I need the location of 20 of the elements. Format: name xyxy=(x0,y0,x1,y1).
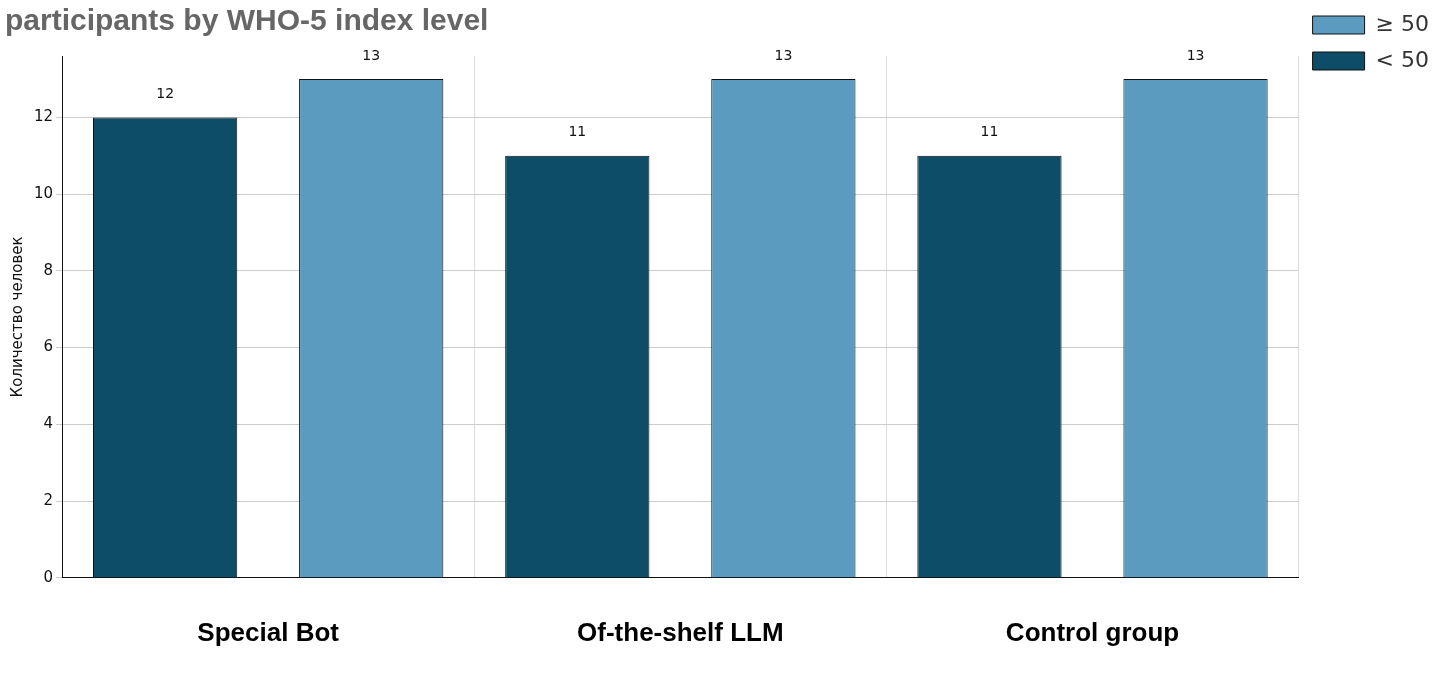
data-label: 11 xyxy=(980,123,999,140)
y-tick-label: 2 xyxy=(43,490,54,509)
legend-label: < 50 xyxy=(1375,46,1429,72)
y-tick-label: 8 xyxy=(43,260,54,279)
data-label: 13 xyxy=(362,46,381,63)
x-tick-label: Special Bot xyxy=(197,616,340,647)
x-tick-label: Control group xyxy=(1005,616,1180,647)
legend-label: ≥ 50 xyxy=(1375,10,1429,36)
y-tick-label: 0 xyxy=(43,567,54,586)
x-tick-label: Of-the-shelf LLM xyxy=(577,616,784,647)
data-label: 13 xyxy=(774,46,793,63)
data-label: 13 xyxy=(1186,46,1205,63)
y-tick-label: 10 xyxy=(33,184,54,203)
y-tick-label: 6 xyxy=(43,337,54,356)
data-label: 12 xyxy=(156,85,175,102)
y-tick-label: 12 xyxy=(33,107,54,126)
y-tick-label: 4 xyxy=(43,414,54,433)
chart-title: participants by WHO-5 index level xyxy=(5,3,489,37)
y-axis-title: Количество человек xyxy=(7,236,26,398)
data-label: 11 xyxy=(568,123,587,140)
